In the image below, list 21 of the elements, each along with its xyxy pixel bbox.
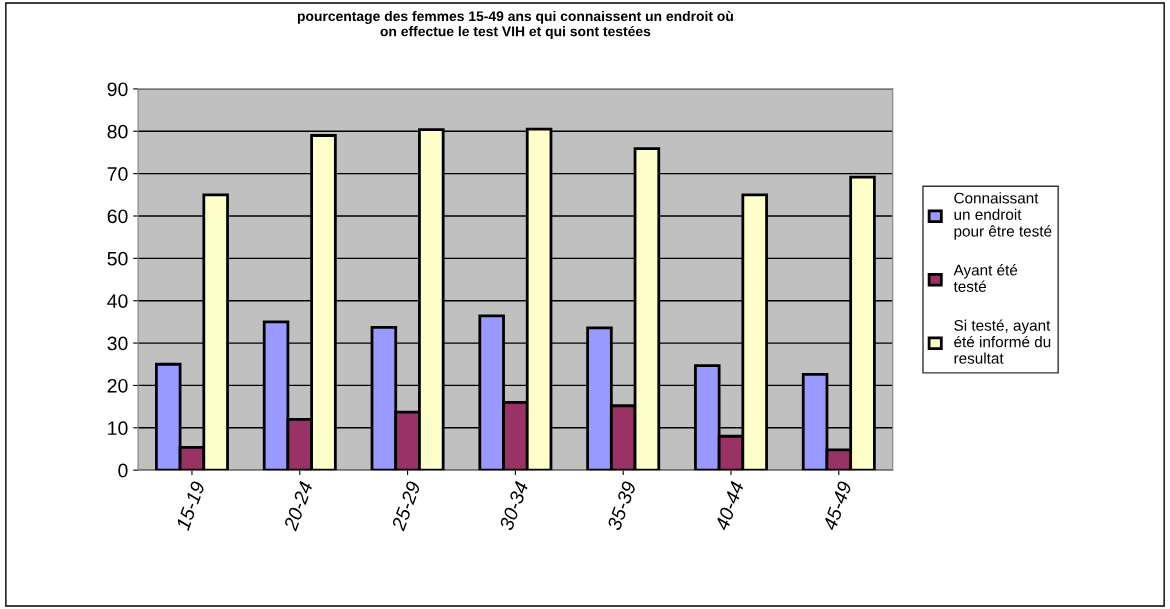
y-tick-label: 90 xyxy=(107,82,128,97)
y-tick-label: 30 xyxy=(107,336,128,351)
legend-label: Si testé, ayant été informé du resultat xyxy=(954,319,1051,364)
y-tick-label: 70 xyxy=(107,167,128,181)
x-tick-label: 15-19 xyxy=(175,480,206,532)
x-tick-label: 35-39 xyxy=(606,480,637,532)
x-tick-label: 20-24 xyxy=(283,480,313,532)
y-tick-label: 60 xyxy=(107,209,128,224)
legend-label: Connaissant un endroit pour être testé xyxy=(954,192,1052,240)
y-tick-label: 20 xyxy=(107,378,128,393)
x-tick-label: 45-49 xyxy=(822,480,853,532)
y-tick-label: 0 xyxy=(118,463,128,478)
chart-title: pourcentage des femmes 15-49 ans qui connaissent un endroit où on effectue le test VIH et qui sont testées xyxy=(297,10,733,40)
x-tick-label: 40-44 xyxy=(714,480,745,532)
y-tick-label: 40 xyxy=(107,294,128,308)
x-tick-label: 30-34 xyxy=(499,480,529,532)
y-tick-label: 80 xyxy=(107,124,128,139)
y-tick-label: 50 xyxy=(107,251,128,266)
y-tick-label: 10 xyxy=(108,421,128,436)
legend-label: Ayant été testé xyxy=(953,264,1018,292)
x-tick-label: 25-29 xyxy=(391,480,421,532)
